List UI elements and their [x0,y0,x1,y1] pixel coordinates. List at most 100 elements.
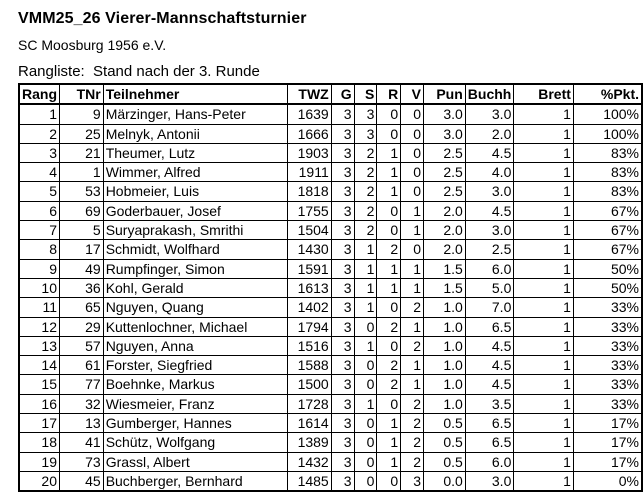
cell-v: 0 [400,123,425,144]
cell-s: 0 [353,432,378,453]
cell-prozent-punkte: 100% [572,123,643,144]
cell-tnr: 29 [59,316,104,337]
table-row: 1 9 Märzinger, Hans-Peter 1639 3 3 0 0 3.0 3.0 1 10… [18,103,643,125]
cell-s: 0 [353,413,378,434]
cell-teilnehmer: Grassl, Albert [102,451,288,472]
cell-v: 1 [400,355,425,376]
cell-teilnehmer: Wiesmeier, Franz [102,393,288,415]
cell-teilnehmer: Wimmer, Alfred [102,162,288,183]
col-header-teilnehmer: Teilnehmer [102,83,288,106]
cell-s: 1 [353,258,378,279]
cell-punkte: 1.0 [423,393,466,415]
cell-prozent-punkte: 33% [572,355,643,376]
cell-s: 1 [353,335,378,357]
cell-g: 3 [330,297,355,318]
cell-brett: 1 [513,162,574,183]
table-row: 15 77 Boehnke, Markus 1500 3 0 2 1 1.0 4.5 1 33% [18,374,643,395]
cell-punkte: 1.5 [423,258,466,279]
cell-teilnehmer: Buchberger, Bernhard [102,470,288,492]
cell-v: 1 [400,277,425,299]
cell-rang: 1 [18,103,60,125]
cell-g: 3 [330,258,355,279]
cell-teilnehmer: Theumer, Lutz [102,142,288,164]
table-row: 5 53 Hobmeier, Luis 1818 3 2 1 0 2.5 3.0 1 83% [18,181,643,202]
cell-v: 0 [400,181,425,202]
cell-twz: 1504 [286,220,332,241]
cell-teilnehmer: Forster, Siegfried [102,355,288,376]
cell-twz: 1818 [286,181,332,202]
cell-v: 2 [400,297,425,318]
table-row: 14 61 Forster, Siegfried 1588 3 0 2 1 1.0 4.5 1 33% [18,355,643,376]
cell-v: 2 [400,432,425,453]
cell-prozent-punkte: 83% [572,142,643,164]
cell-prozent-punkte: 17% [572,413,643,434]
cell-punkte: 1.0 [423,374,466,395]
col-header-g: G [330,83,355,106]
cell-brett: 1 [513,181,574,202]
cell-v: 1 [400,220,425,241]
cell-rang: 9 [18,258,60,279]
cell-rang: 15 [18,374,60,395]
cell-r: 0 [376,335,402,357]
cell-buchholz: 6.5 [464,432,515,453]
cell-rang: 5 [18,181,60,202]
cell-punkte: 1.5 [423,277,466,299]
cell-brett: 1 [513,393,574,415]
cell-rang: 16 [18,393,60,415]
table-row: 4 1 Wimmer, Alfred 1911 3 2 1 0 2.5 4.0 1 83% [18,162,643,183]
cell-punkte: 1.0 [423,316,466,337]
cell-r: 1 [376,413,402,434]
cell-v: 2 [400,393,425,415]
cell-g: 3 [330,220,355,241]
cell-buchholz: 2.0 [464,123,515,144]
cell-prozent-punkte: 67% [572,200,643,222]
cell-brett: 1 [513,451,574,472]
cell-buchholz: 6.5 [464,316,515,337]
cell-punkte: 2.5 [423,181,466,202]
cell-tnr: 13 [59,413,104,434]
cell-rang: 20 [18,470,60,492]
cell-v: 1 [400,316,425,337]
cell-prozent-punkte: 0% [572,470,643,492]
cell-teilnehmer: Kuttenlochner, Michael [102,316,288,337]
cell-prozent-punkte: 17% [572,451,643,472]
cell-twz: 1903 [286,142,332,164]
cell-punkte: 1.0 [423,297,466,318]
cell-g: 3 [330,181,355,202]
cell-buchholz: 4.5 [464,142,515,164]
cell-brett: 1 [513,335,574,357]
cell-v: 2 [400,451,425,472]
cell-punkte: 3.0 [423,123,466,144]
cell-r: 0 [376,297,402,318]
cell-teilnehmer: Melnyk, Antonii [102,123,288,144]
cell-twz: 1430 [286,239,332,260]
cell-punkte: 0.0 [423,470,466,492]
cell-buchholz: 3.0 [464,220,515,241]
cell-teilnehmer: Schütz, Wolfgang [102,432,288,453]
cell-v: 2 [400,413,425,434]
cell-twz: 1402 [286,297,332,318]
table-row: 19 73 Grassl, Albert 1432 3 0 1 2 0.5 6.0 1 17% [18,451,643,472]
cell-g: 3 [330,470,355,492]
cell-buchholz: 4.5 [464,200,515,222]
cell-teilnehmer: Rumpfinger, Simon [102,258,288,279]
table-row: 20 45 Buchberger, Bernhard 1485 3 0 0 3 0.0 3.0 1 0… [18,470,643,492]
cell-tnr: 32 [59,393,104,415]
cell-tnr: 9 [59,103,104,125]
cell-s: 1 [353,297,378,318]
cell-s: 2 [353,162,378,183]
col-header-twz: TWZ [286,83,332,106]
cell-prozent-punkte: 33% [572,393,643,415]
cell-r: 2 [376,355,402,376]
cell-prozent-punkte: 50% [572,277,643,299]
cell-r: 0 [376,220,402,241]
cell-tnr: 21 [59,142,104,164]
cell-r: 2 [376,374,402,395]
cell-buchholz: 6.5 [464,413,515,434]
cell-v: 0 [400,162,425,183]
cell-g: 3 [330,374,355,395]
cell-punkte: 3.0 [423,103,466,125]
cell-teilnehmer: Nguyen, Anna [102,335,288,357]
table-row: 10 36 Kohl, Gerald 1613 3 1 1 1 1.5 5.0 1 50% [18,277,643,299]
cell-brett: 1 [513,142,574,164]
